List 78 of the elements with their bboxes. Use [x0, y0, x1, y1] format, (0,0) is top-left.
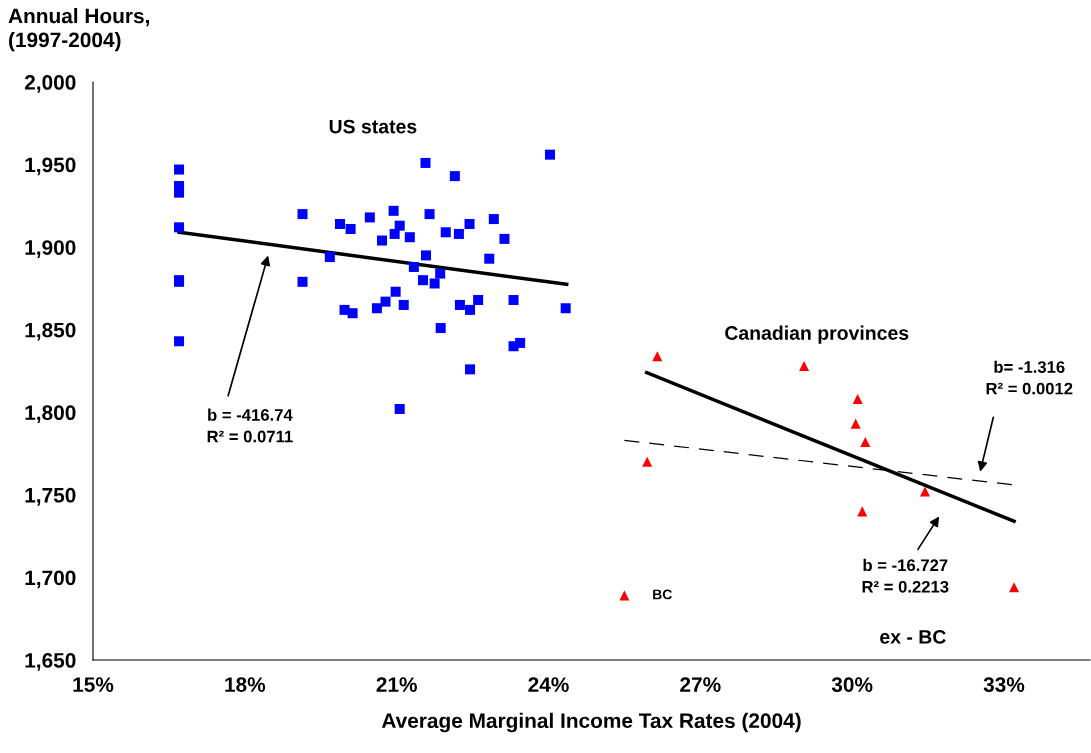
point	[394, 220, 405, 231]
point	[860, 437, 871, 448]
point	[421, 250, 432, 261]
annotation: BC	[653, 589, 672, 600]
point	[515, 337, 526, 348]
point	[394, 403, 405, 414]
x-axis-title: Average Marginal Income Tax Rates (2004)	[381, 712, 801, 733]
x-tick-label: 18%	[225, 677, 266, 692]
point	[364, 212, 375, 223]
point	[652, 351, 663, 362]
point	[174, 222, 185, 233]
point	[420, 157, 431, 168]
point	[324, 252, 335, 263]
point	[484, 253, 495, 264]
annotation: b = -416.74 R² = 0.0711	[207, 408, 293, 443]
annotation: b = -16.727 R² = 0.2213	[862, 558, 949, 593]
point	[1009, 582, 1020, 593]
point	[619, 590, 630, 601]
annotation: Canadian provinces	[725, 325, 909, 344]
point	[429, 278, 440, 289]
y-tick-label: 1,900	[25, 240, 76, 258]
y-tick-label: 1,650	[25, 653, 76, 671]
point	[388, 205, 399, 216]
y-tick-label: 1,750	[25, 487, 76, 506]
point	[334, 219, 345, 230]
point	[453, 228, 464, 239]
point	[347, 308, 358, 319]
point	[454, 299, 465, 310]
x-tick-label: 27%	[680, 677, 721, 692]
point	[850, 418, 861, 429]
point	[297, 276, 308, 287]
point	[440, 227, 451, 238]
point	[424, 209, 435, 220]
x-tick-label: 33%	[983, 677, 1025, 692]
point	[499, 233, 510, 244]
point	[345, 223, 356, 234]
x-tick-label: 24%	[528, 677, 569, 692]
annotation: b= -1.316 R² = 0.0012	[986, 360, 1073, 395]
point	[408, 261, 419, 272]
point	[488, 214, 499, 225]
point	[464, 219, 475, 230]
point	[376, 235, 387, 246]
point	[174, 187, 185, 198]
point	[404, 232, 415, 243]
point	[560, 303, 571, 314]
point	[508, 294, 519, 305]
y-axis-title: Annual Hours, (1997-2004)	[8, 8, 149, 52]
point	[465, 304, 476, 315]
point	[465, 364, 476, 375]
point	[389, 228, 400, 239]
point	[642, 456, 653, 467]
point	[544, 149, 556, 160]
point	[417, 275, 428, 286]
point	[920, 486, 931, 497]
point	[852, 394, 863, 405]
x-tick-label: 15%	[73, 677, 114, 692]
x-tick-label: 21%	[376, 677, 417, 692]
point	[449, 171, 460, 182]
point	[297, 209, 308, 220]
y-tick-label: 2,000	[24, 75, 76, 93]
point	[435, 268, 446, 279]
annotation: ex - BC	[880, 629, 946, 644]
point	[174, 164, 185, 175]
point	[398, 299, 409, 310]
point	[371, 303, 382, 314]
point	[174, 336, 185, 347]
point	[473, 294, 484, 305]
x-tick-label: 30%	[831, 677, 873, 692]
point	[390, 286, 401, 297]
annotation: US states	[329, 119, 417, 134]
y-tick-label: 1,850	[25, 322, 76, 341]
point	[799, 361, 810, 372]
y-tick-label: 1,950	[25, 157, 76, 176]
point	[435, 323, 446, 334]
point	[380, 296, 391, 307]
y-tick-label: 1,800	[25, 405, 76, 424]
point	[857, 506, 868, 517]
y-tick-label: 1,700	[25, 570, 76, 589]
